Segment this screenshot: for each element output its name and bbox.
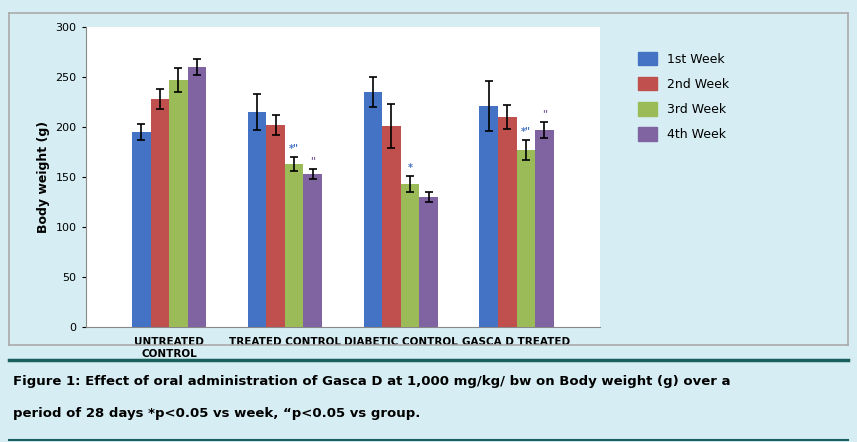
- Bar: [267, 125, 285, 327]
- Bar: [285, 164, 303, 327]
- Bar: [363, 91, 382, 327]
- Text: ": ": [310, 156, 315, 166]
- Bar: [169, 80, 188, 327]
- Text: *: *: [407, 163, 412, 173]
- Bar: [188, 67, 207, 327]
- Text: Figure 1: Effect of oral administration of Gasca D at 1,000 mg/kg/ bw on Body we: Figure 1: Effect of oral administration …: [13, 375, 730, 388]
- Text: period of 28 days *p<0.05 vs week, “p<0.05 vs group.: period of 28 days *p<0.05 vs week, “p<0.…: [13, 407, 420, 420]
- Text: ": ": [542, 109, 547, 119]
- Bar: [132, 132, 151, 327]
- Bar: [401, 184, 419, 327]
- Legend: 1st Week, 2nd Week, 3rd Week, 4th Week: 1st Week, 2nd Week, 3rd Week, 4th Week: [634, 48, 733, 145]
- Bar: [419, 197, 438, 327]
- Text: *": *": [289, 144, 299, 154]
- Y-axis label: Body weight (g): Body weight (g): [37, 121, 50, 233]
- Bar: [517, 150, 535, 327]
- Bar: [248, 112, 267, 327]
- Bar: [382, 126, 401, 327]
- Bar: [479, 106, 498, 327]
- Bar: [151, 99, 169, 327]
- Bar: [303, 174, 322, 327]
- Text: *": *": [521, 127, 530, 137]
- Bar: [498, 117, 517, 327]
- Bar: [535, 130, 554, 327]
